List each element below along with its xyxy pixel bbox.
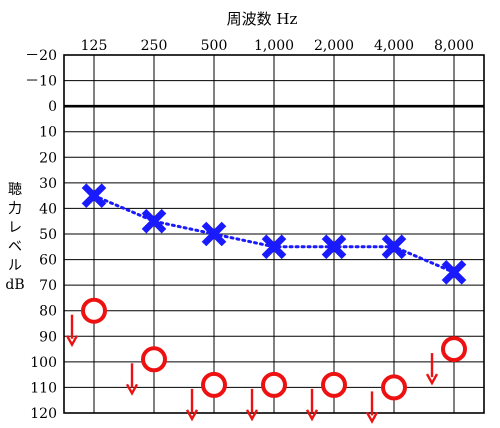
down-arrow-head bbox=[425, 373, 439, 386]
down-arrow-head bbox=[245, 409, 259, 422]
down-arrow-head bbox=[65, 335, 79, 348]
y-tick-label: 70 bbox=[39, 278, 57, 294]
down-arrow-head bbox=[185, 409, 199, 422]
y-tick-label: 0 bbox=[48, 99, 57, 115]
cross-marker bbox=[381, 234, 407, 260]
x-tick-label: 1,000 bbox=[254, 38, 294, 54]
down-arrow-head bbox=[365, 411, 379, 424]
chart-title: 周波数 Hz bbox=[227, 10, 298, 28]
y-tick-label: 30 bbox=[39, 176, 57, 192]
y-axis-label-part: ベ bbox=[8, 239, 22, 255]
x-tick-label: 500 bbox=[201, 38, 228, 54]
y-tick-label: －10 bbox=[25, 74, 57, 90]
y-axis-label-part: ル bbox=[8, 258, 22, 274]
y-tick-label: 60 bbox=[39, 253, 57, 269]
cross-marker bbox=[141, 208, 167, 234]
circle-marker bbox=[261, 371, 287, 398]
x-tick-label: 125 bbox=[81, 38, 108, 54]
x-tick-label: 4,000 bbox=[374, 38, 414, 54]
down-arrow-head bbox=[305, 409, 319, 422]
y-axis-label-part: レ bbox=[8, 220, 22, 236]
circle-marker bbox=[201, 371, 227, 398]
y-tick-label: 20 bbox=[39, 150, 57, 166]
cross-marker bbox=[261, 234, 287, 260]
x-tick-label: 250 bbox=[141, 38, 168, 54]
circle-marker bbox=[81, 297, 107, 324]
y-tick-labels: －20 －10 0 10 20 30 40 50 60 70 80 90 100 110 120 bbox=[25, 48, 57, 422]
down-arrow-head bbox=[125, 383, 139, 396]
y-tick-label: 90 bbox=[39, 329, 57, 345]
y-tick-label: 110 bbox=[30, 380, 57, 396]
cross-marker bbox=[81, 183, 107, 208]
grid-lines bbox=[64, 54, 484, 414]
cross-marker bbox=[201, 221, 227, 247]
circle-marker bbox=[441, 336, 467, 363]
circle-marker bbox=[381, 374, 407, 401]
y-axis-label-part: dB bbox=[5, 277, 24, 293]
x-tick-label: 8,000 bbox=[434, 38, 474, 54]
cross-marker bbox=[321, 234, 347, 260]
circle-marker bbox=[321, 371, 347, 398]
y-axis-label-part: 聴 bbox=[8, 182, 22, 198]
data-series bbox=[65, 183, 467, 424]
y-tick-label: 80 bbox=[39, 304, 57, 320]
y-tick-label: 40 bbox=[39, 201, 57, 217]
y-tick-label: －20 bbox=[25, 48, 57, 64]
y-axis-label-part: 力 bbox=[8, 201, 22, 217]
x-tick-label: 2,000 bbox=[314, 38, 354, 54]
x-tick-labels: 125 250 500 1,000 2,000 4,000 8,000 bbox=[81, 38, 474, 54]
cross-marker bbox=[441, 260, 467, 285]
y-tick-label: 100 bbox=[30, 355, 57, 371]
y-tick-label: 10 bbox=[39, 125, 57, 141]
y-tick-label: 120 bbox=[30, 406, 57, 422]
y-tick-label: 50 bbox=[39, 227, 57, 243]
circle-marker bbox=[141, 346, 167, 373]
